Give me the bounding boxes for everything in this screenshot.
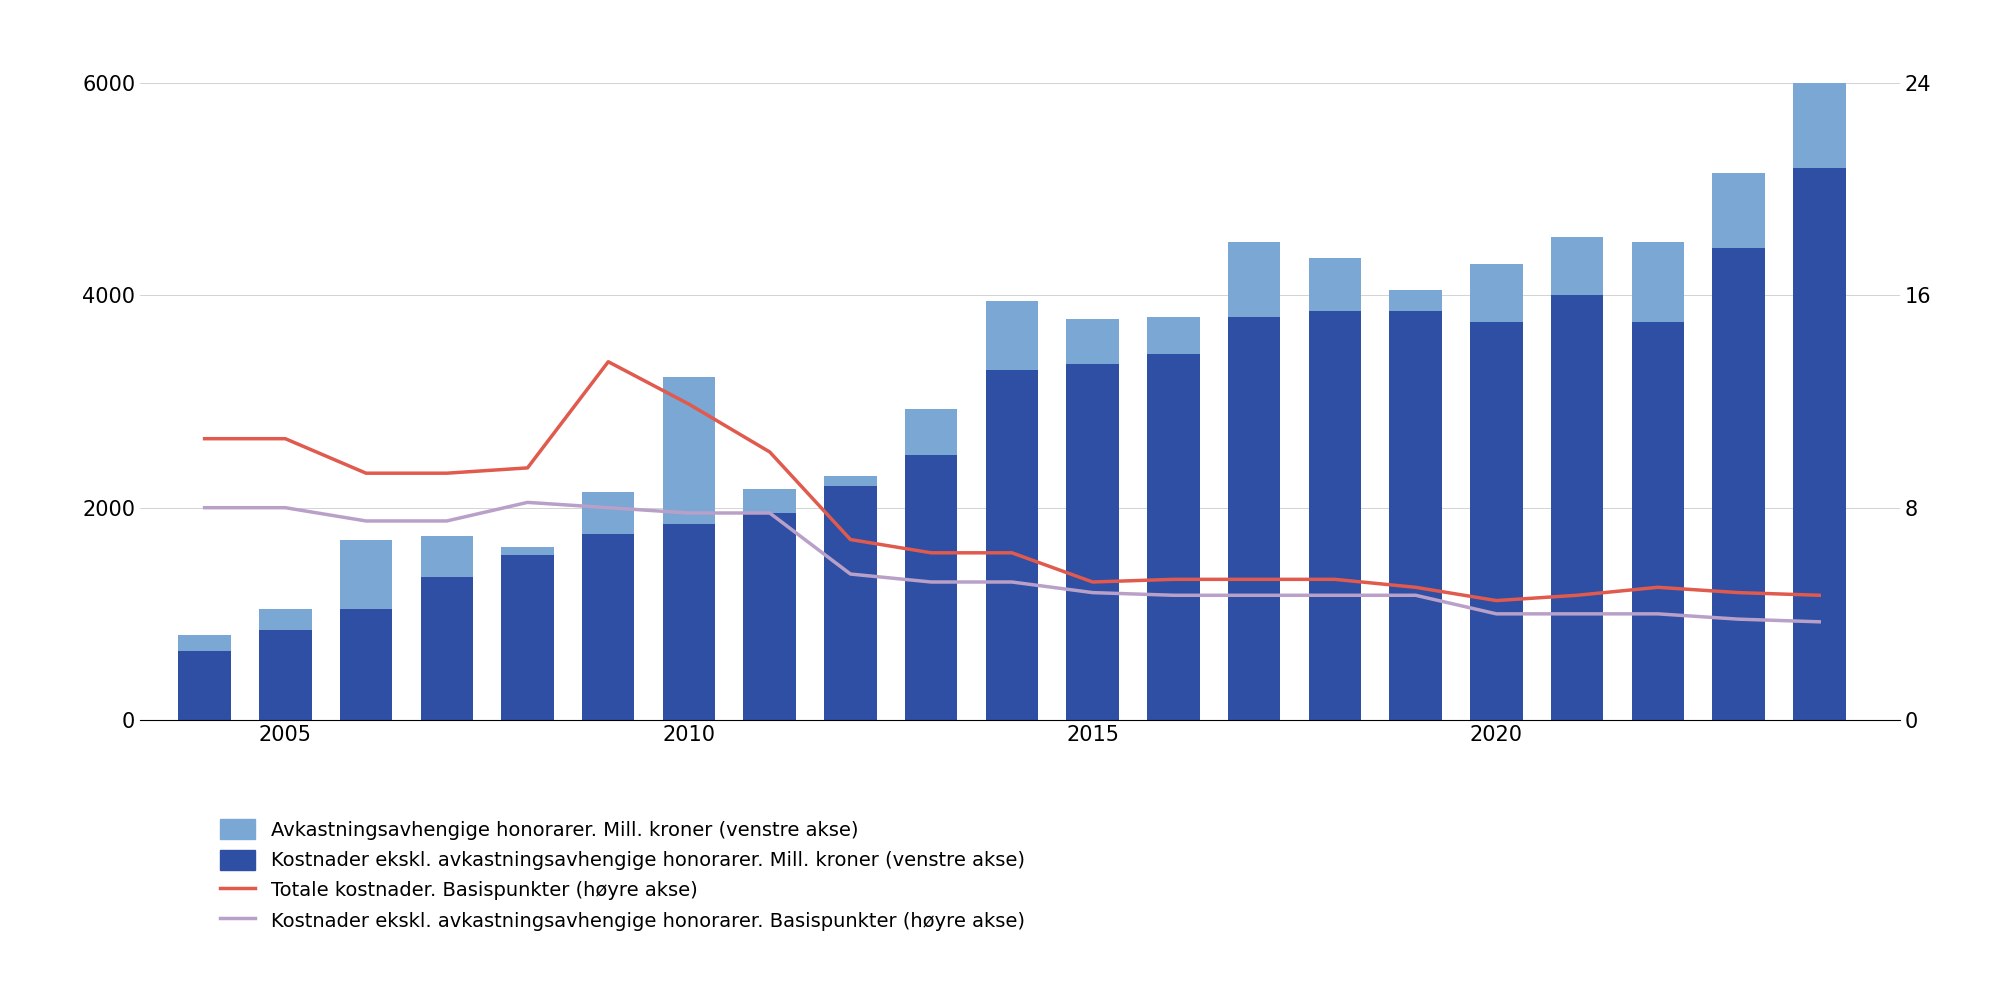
Bar [1228,317,1280,720]
Bar [1470,322,1522,720]
Bar [1794,168,1846,720]
Bar [1148,354,1200,720]
Bar [744,489,796,513]
Bar [260,609,312,630]
Bar [986,301,1038,370]
Bar [1228,242,1280,317]
Bar [420,577,474,720]
Bar [582,534,634,720]
Bar [1308,258,1362,311]
Bar [1632,322,1684,720]
Bar [662,377,716,524]
Bar [904,409,958,455]
Bar [260,630,312,720]
Bar [1308,311,1362,720]
Bar [662,524,716,720]
Bar [502,547,554,555]
Bar [1390,290,1442,311]
Bar [178,635,230,651]
Bar [1712,173,1764,248]
Bar [1390,311,1442,720]
Bar [340,540,392,609]
Bar [1550,295,1604,720]
Bar [986,370,1038,720]
Bar [1632,242,1684,322]
Bar [1794,83,1846,168]
Bar [340,609,392,720]
Bar [582,492,634,534]
Bar [1550,237,1604,295]
Bar [1470,264,1522,322]
Bar [1712,248,1764,720]
Bar [502,555,554,720]
Bar [904,455,958,720]
Bar [1066,319,1118,364]
Bar [420,536,474,577]
Bar [824,476,876,486]
Bar [178,651,230,720]
Legend: Avkastningsavhengige honorarer. Mill. kroner (venstre akse), Kostnader ekskl. av: Avkastningsavhengige honorarer. Mill. kr… [220,819,1024,931]
Bar [744,513,796,720]
Bar [1148,317,1200,354]
Bar [824,486,876,720]
Bar [1066,364,1118,720]
